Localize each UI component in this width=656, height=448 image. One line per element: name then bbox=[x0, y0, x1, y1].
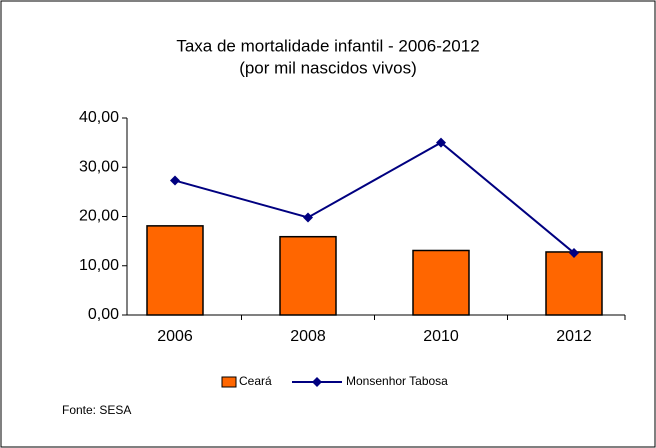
y-tick-label: 0,00 bbox=[88, 306, 119, 323]
chart-subtitle: (por mil nascidos vivos) bbox=[239, 58, 417, 77]
line bbox=[174, 141, 575, 254]
y-tick-label: 30,00 bbox=[79, 158, 119, 175]
line-marker bbox=[569, 247, 579, 258]
y-tick-label: 40,00 bbox=[79, 109, 119, 126]
legend-label: Monsenhor Tabosa bbox=[346, 374, 448, 388]
line-marker bbox=[436, 137, 446, 148]
x-tick-label: 2006 bbox=[157, 328, 193, 345]
source-note: Fonte: SESA bbox=[62, 403, 131, 417]
chart-title: Taxa de mortalidade infantil - 2006-2012 bbox=[176, 36, 479, 55]
legend-swatch bbox=[221, 376, 237, 388]
y-tick-label: 20,00 bbox=[79, 208, 119, 225]
legend-label: Ceará bbox=[239, 374, 272, 388]
x-tick-label: 2010 bbox=[423, 328, 459, 345]
line-marker bbox=[303, 212, 313, 223]
x-tick-label: 2008 bbox=[290, 328, 326, 345]
y-tick-label: 10,00 bbox=[79, 257, 119, 274]
x-tick-label: 2012 bbox=[556, 328, 592, 345]
bar bbox=[146, 225, 204, 316]
line-marker bbox=[170, 175, 180, 186]
bar bbox=[545, 251, 603, 316]
bar bbox=[412, 249, 470, 316]
legend-marker bbox=[312, 377, 322, 387]
bar bbox=[279, 235, 337, 316]
